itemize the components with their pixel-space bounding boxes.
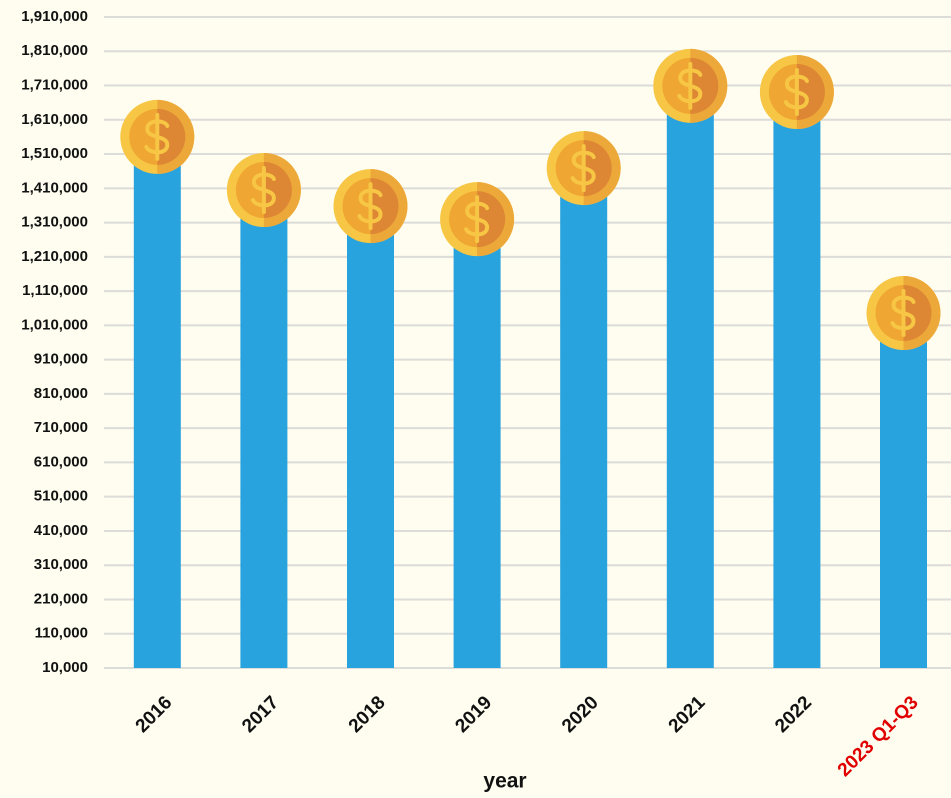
coin: [119, 98, 196, 175]
y-tick-label: 610,000: [34, 453, 88, 470]
bar: [240, 190, 288, 669]
coin: [652, 47, 729, 124]
y-tick-label: 1,510,000: [21, 145, 88, 162]
y-tick-label: 1,610,000: [21, 111, 88, 128]
bar: [453, 219, 501, 668]
y-tick-label: 810,000: [34, 385, 88, 402]
x-tick-label: 2017: [238, 692, 283, 737]
x-tick-label: 2018: [345, 692, 390, 737]
y-tick-label: 1,110,000: [22, 282, 88, 299]
y-tick-label: 910,000: [34, 351, 88, 368]
x-axis-label: year: [483, 770, 526, 793]
bar: [347, 206, 394, 668]
y-tick-label: 1,710,000: [21, 76, 88, 93]
bar: [133, 136, 181, 669]
x-tick-label: 2020: [558, 692, 603, 737]
y-tick-label: 1,210,000: [21, 248, 88, 265]
y-tick-label: 1,010,000: [21, 316, 88, 333]
y-tick-label: 1,410,000: [21, 179, 88, 196]
bar: [880, 313, 927, 668]
bar: [773, 92, 821, 668]
y-tick-label: 1,310,000: [21, 214, 88, 231]
y-tick-label: 1,910,000: [21, 8, 88, 25]
y-tick-label: 310,000: [34, 556, 88, 573]
x-tick-label: 2022: [771, 692, 816, 737]
x-tick-label: 2019: [451, 692, 496, 737]
x-tick-label: 2016: [132, 692, 177, 737]
coin: [225, 152, 302, 229]
y-tick-label: 410,000: [34, 522, 88, 539]
bar: [560, 168, 608, 668]
x-tick-label: 2021: [665, 692, 710, 737]
coin: [758, 54, 835, 131]
coin: [865, 275, 942, 352]
y-tick-label: 210,000: [34, 590, 88, 607]
y-tick-label: 710,000: [34, 419, 88, 436]
y-tick-label: 10,000: [42, 659, 88, 676]
x-tick-label: 2023 Q1-Q3: [834, 692, 923, 781]
coin: [439, 181, 516, 258]
coin: [332, 168, 409, 245]
bar: [666, 85, 714, 668]
y-tick-label: 510,000: [34, 488, 88, 505]
coin: [545, 130, 622, 207]
y-tick-label: 1,810,000: [21, 42, 88, 59]
y-tick-label: 110,000: [35, 625, 88, 642]
